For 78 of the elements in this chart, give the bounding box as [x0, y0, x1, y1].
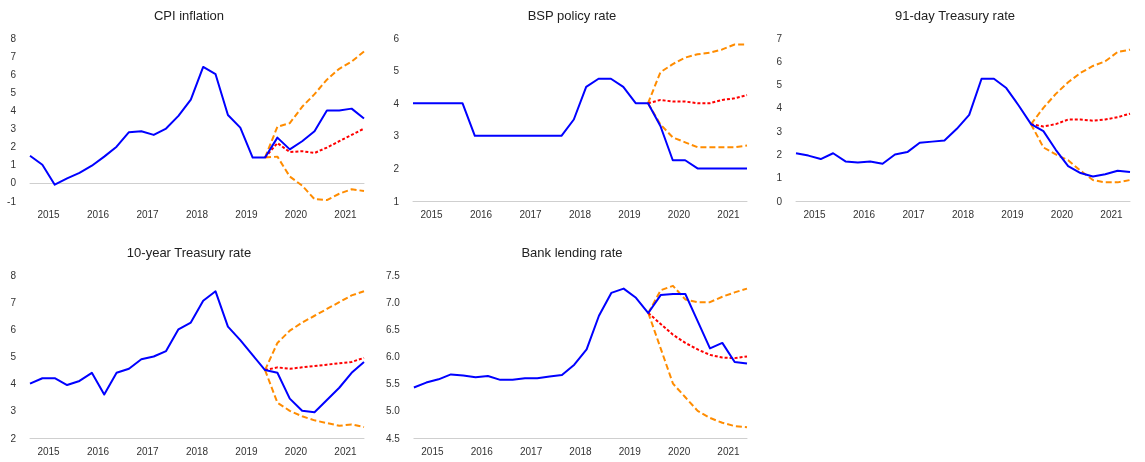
x-tick-label: 2019	[235, 445, 259, 457]
x-tick-label: 2018	[185, 445, 209, 457]
x-tick-label: 2016	[86, 445, 110, 457]
x-tick-label: 2021	[1100, 208, 1123, 220]
x-tick-label: 2017	[902, 208, 926, 220]
y-tick-label: 4	[393, 97, 400, 109]
x-tick-label: 2016	[852, 208, 876, 220]
x-tick-label: 2015	[420, 208, 444, 220]
y-tick-label: 3	[393, 130, 400, 142]
y-tick-label: 3	[10, 405, 17, 417]
y-tick-label: 7	[10, 296, 17, 308]
chart-title: 91-day Treasury rate	[895, 8, 1015, 23]
x-tick-label: 2016	[470, 445, 494, 457]
chart-title: CPI inflation	[153, 8, 225, 23]
x-tick-label: 2021	[717, 445, 741, 457]
x-tick-label: 2018	[568, 208, 592, 220]
y-tick-label: 5	[10, 351, 17, 362]
y-tick-label: 6	[10, 68, 17, 80]
x-tick-label: 2019	[618, 445, 642, 457]
y-tick-label: 5	[393, 65, 400, 77]
chart-title: BSP policy rate	[527, 8, 617, 23]
x-tick-label: 2020	[284, 208, 308, 220]
x-tick-label: 2018	[951, 208, 975, 220]
x-tick-label: 2020	[284, 445, 308, 457]
y-tick-label: 4	[10, 378, 17, 390]
y-tick-label: 6.0	[386, 351, 401, 362]
y-tick-label: 4	[776, 102, 783, 114]
x-tick-label: 2021	[334, 445, 357, 457]
x-tick-label: 2021	[334, 208, 357, 220]
x-tick-label: 2018	[569, 445, 593, 457]
y-tick-label: 3	[776, 125, 783, 137]
y-tick-label: 2	[776, 148, 783, 160]
x-tick-label: 2016	[86, 208, 110, 220]
y-tick-label: 6.5	[386, 323, 401, 335]
y-tick-label: 7	[10, 50, 17, 62]
y-tick-label: 8	[10, 269, 17, 281]
x-tick-label: 2019	[618, 208, 642, 220]
x-tick-label: 2015	[803, 208, 827, 220]
x-tick-label: 2017	[519, 208, 543, 220]
y-tick-label: 2	[393, 162, 400, 174]
x-tick-label: 2015	[421, 445, 444, 457]
y-tick-label: 7.0	[386, 296, 401, 308]
y-tick-label: 5	[776, 79, 783, 91]
x-tick-label: 2021	[717, 208, 740, 220]
x-tick-label: 2017	[519, 445, 543, 457]
y-tick-label: 1	[10, 159, 17, 171]
y-tick-label: 1	[776, 172, 783, 184]
x-tick-label: 2017	[136, 208, 160, 220]
y-tick-label: -1	[7, 195, 17, 207]
y-tick-label: 0	[776, 195, 783, 207]
y-tick-label: 2	[10, 432, 17, 444]
y-tick-label: 5.0	[386, 405, 401, 417]
x-tick-label: 2019	[1001, 208, 1025, 220]
y-tick-label: 3	[10, 123, 17, 135]
y-tick-label: 2	[10, 141, 17, 153]
chart-title: Bank lending rate	[521, 245, 623, 260]
y-tick-label: 8	[10, 32, 17, 44]
x-tick-label: 2020	[667, 208, 691, 220]
x-tick-label: 2020	[668, 445, 691, 457]
y-tick-label: 5.5	[386, 378, 401, 390]
x-tick-label: 2015	[37, 208, 61, 220]
y-tick-label: 6	[393, 32, 400, 44]
y-tick-label: 0	[10, 177, 17, 189]
x-tick-label: 2017	[136, 445, 160, 457]
y-tick-label: 6	[776, 55, 783, 67]
x-tick-label: 2020	[1050, 208, 1074, 220]
y-tick-label: 7.5	[386, 269, 401, 281]
y-tick-label: 1	[393, 195, 400, 207]
x-tick-label: 2016	[469, 208, 493, 220]
y-tick-label: 4.5	[386, 432, 401, 444]
x-tick-label: 2015	[37, 445, 61, 457]
y-tick-label: 6	[10, 323, 17, 335]
x-tick-label: 2019	[235, 208, 259, 220]
y-tick-label: 7	[776, 32, 783, 44]
y-tick-label: 4	[10, 104, 17, 116]
y-tick-label: 5	[10, 86, 17, 98]
x-tick-label: 2018	[185, 208, 209, 220]
chart-title: 10-year Treasury rate	[126, 245, 252, 260]
